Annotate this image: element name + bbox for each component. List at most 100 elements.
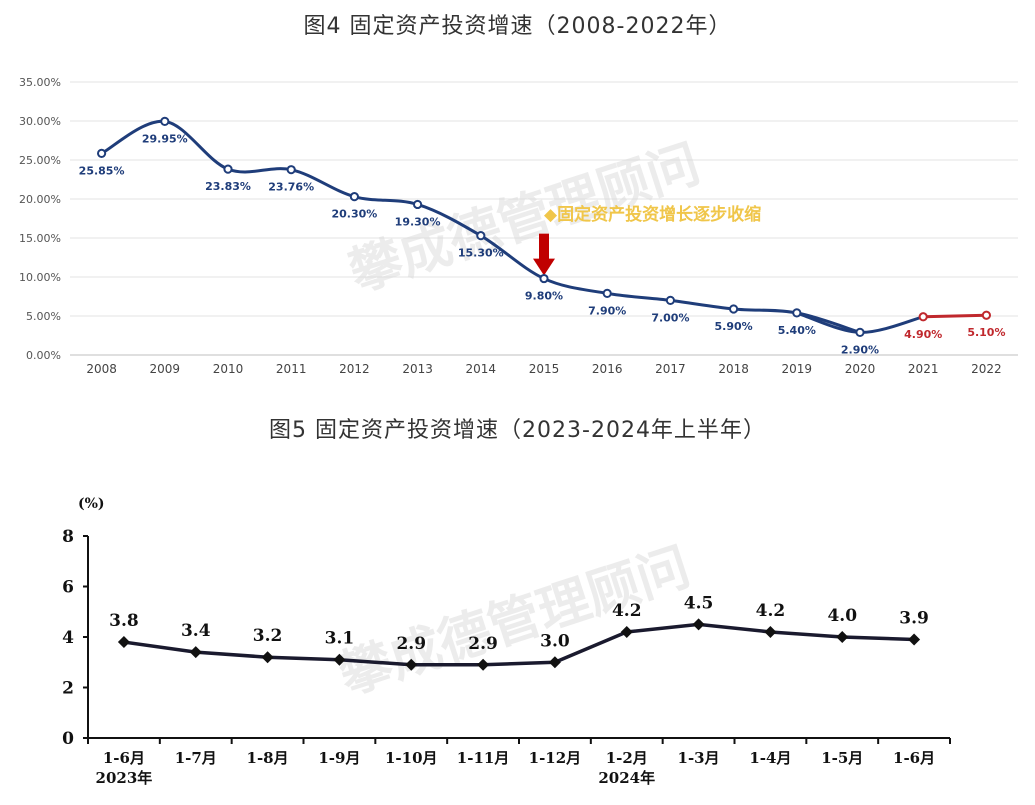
x-tick-label: 2019 [782,362,813,376]
annotation-text: ◆固定资产投资增长逐步收缩 [544,204,761,225]
data-point [918,312,928,322]
data-label: 23.76% [268,181,314,194]
data-point [333,653,346,666]
data-point [792,308,802,318]
x-tick-label: 1-12月 [529,749,582,767]
data-label: 3.1 [325,629,355,649]
data-point [729,304,739,314]
data-label: 4.2 [612,601,642,621]
y-tick-label: 10.00% [19,271,61,284]
x-tick-label: 1-4月 [749,749,791,767]
x-tick-label: 1-8月 [247,749,289,767]
y-tick-label: 30.00% [19,115,61,128]
year-label: 2023年 [96,769,153,787]
data-point [160,116,170,126]
x-tick-label: 2010 [213,362,244,376]
y-tick-label: 6 [62,578,74,598]
data-label: 3.8 [109,611,139,631]
data-point [349,192,359,202]
data-label: 2.90% [841,343,879,356]
data-point [548,656,561,669]
chart2-title: 图5 固定资产投资增速（2023-2024年上半年） [269,418,766,443]
y-axis-unit: (%) [78,496,105,512]
x-tick-label: 2015 [529,362,560,376]
x-tick-label: 2017 [655,362,686,376]
y-tick-label: 0.00% [26,349,61,362]
data-label: 5.90% [715,320,753,333]
y-tick-label: 20.00% [19,193,61,206]
x-tick-label: 1-7月 [175,749,217,767]
data-label: 4.2 [756,601,786,621]
data-point [836,631,849,643]
x-tick-label: 1-10月 [385,749,438,767]
data-point [620,625,633,638]
data-label: 3.2 [253,626,283,646]
y-tick-label: 15.00% [19,232,61,245]
x-tick-label: 2011 [276,362,307,376]
data-label: 4.5 [684,593,714,613]
annotation-arrow-head [533,258,555,276]
chart1-title: 图4 固定资产投资增速（2008-2022年） [303,14,732,39]
chart1-svg: 0.00% 5.00% 10.00% 15.00% 20.00% 25.00% 30.00%… [19,76,1018,376]
data-label: 20.30% [331,208,377,221]
data-point [539,273,549,284]
watermark: 攀成德管理顾问 [332,537,697,707]
y-tick-label: 25.00% [19,154,61,167]
data-label: 19.30% [395,215,441,228]
data-point [286,165,296,175]
data-point [665,295,676,305]
x-tick-label: 2020 [845,362,876,376]
data-label: 4.0 [827,606,857,626]
data-point [692,618,705,631]
series-line-highlight [923,313,987,319]
data-label: 4.90% [904,328,942,341]
data-point [405,658,418,671]
x-tick-label: 1-9月 [318,749,360,767]
x-tick-label: 2022 [971,362,1002,376]
data-point [413,199,423,210]
data-label: 15.30% [458,247,504,260]
year-label: 2024年 [598,769,655,787]
x-tick-label: 1-6月 [103,749,145,767]
x-tick-label: 2021 [908,362,939,376]
annotation-arrow-shaft [539,233,549,260]
data-point [261,651,274,664]
data-point [477,658,490,671]
data-label: 2.9 [396,634,426,654]
series-line [123,622,915,667]
data-point [981,310,992,320]
x-tick-label: 2016 [592,362,623,376]
data-point [189,646,202,659]
data-label: 29.95% [142,132,188,145]
data-point [97,148,107,158]
data-point [117,636,130,649]
data-label: 3.9 [899,609,929,629]
data-label: 3.0 [540,631,570,651]
y-tick-label: 35.00% [19,76,61,89]
data-label: 5.40% [778,324,816,337]
data-label: 7.00% [651,311,689,324]
data-label: 9.80% [525,290,563,303]
data-point [908,633,921,646]
y-tick-label: 5.00% [26,310,61,323]
data-label: 23.83% [205,180,251,193]
y-tick-label: 2 [62,679,74,699]
y-tick-label: 4 [62,628,74,648]
x-tick-label: 2018 [718,362,749,376]
y-tick-label: 0 [62,729,74,749]
chart2-svg: (%) 0 2 4 6 8 1-6月 1-7月 1-8月 1-9月 1-10月 1-11月 1-12月 1… [62,496,951,787]
data-point [764,625,777,638]
x-tick-label: 1-5月 [821,749,863,767]
data-point [855,327,865,337]
data-point [602,288,612,298]
data-label: 7.90% [588,304,626,317]
data-label: 2.9 [468,634,498,654]
x-tick-label: 1-11月 [457,749,510,767]
data-point [476,231,486,241]
data-label: 5.10% [967,326,1005,339]
y-tick-label: 8 [62,527,74,547]
x-tick-label: 2008 [86,362,117,376]
x-tick-label: 1-2月 [606,749,648,767]
x-tick-label: 1-3月 [678,749,720,767]
x-tick-label: 2014 [466,362,497,376]
